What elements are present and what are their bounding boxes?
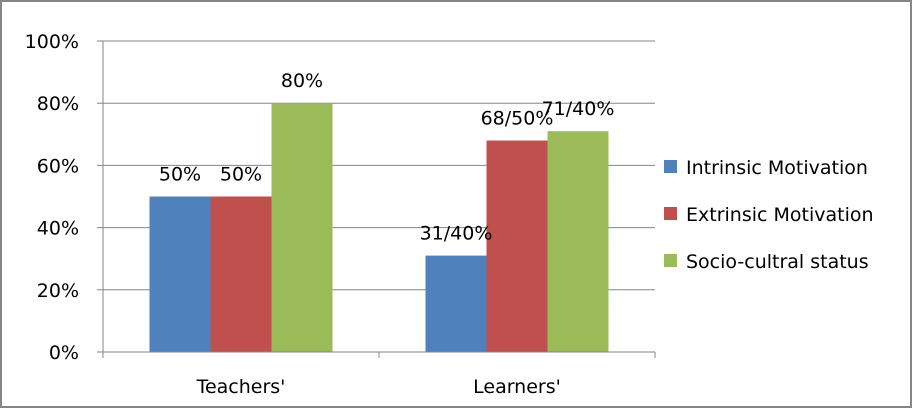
bar (425, 255, 487, 352)
data-label: 71/40% (542, 98, 615, 120)
bar (547, 131, 609, 352)
y-tick-labels: 0% 20% 40% 60% 80% 100% (25, 31, 79, 364)
data-label: 50% (220, 164, 262, 186)
legend-label: Socio-cultral status (686, 251, 869, 273)
data-label: 31/40% (420, 223, 493, 245)
legend-swatch (664, 160, 677, 173)
x-tick-label: Learners' (473, 376, 561, 398)
x-tick-labels: Teachers' Learners' (196, 376, 561, 398)
data-label: 68/50% (481, 108, 554, 130)
legend-swatch (664, 207, 677, 220)
bar (486, 140, 548, 352)
x-tick-label: Teachers' (196, 376, 286, 398)
y-tick-label: 100% (25, 31, 79, 53)
legend-label: Extrinsic Motivation (686, 204, 874, 226)
data-label: 50% (159, 164, 201, 186)
y-tick-label: 40% (37, 218, 79, 240)
axes (97, 40, 656, 358)
y-tick-label: 20% (37, 280, 79, 302)
data-label: 80% (281, 70, 323, 92)
y-tick-label: 80% (37, 93, 79, 115)
data-labels: 50% 50% 80% 31/40% 68/50%71/40% (159, 70, 615, 244)
y-tick-label: 0% (49, 342, 79, 364)
bar (210, 196, 272, 352)
bar (149, 196, 211, 352)
legend-label: Intrinsic Motivation (686, 157, 868, 179)
legend: Intrinsic Motivation Extrinsic Motivation… (664, 157, 874, 273)
legend-swatch (664, 254, 677, 267)
bars (149, 103, 609, 352)
bar (271, 103, 333, 352)
y-tick-label: 60% (37, 155, 79, 177)
